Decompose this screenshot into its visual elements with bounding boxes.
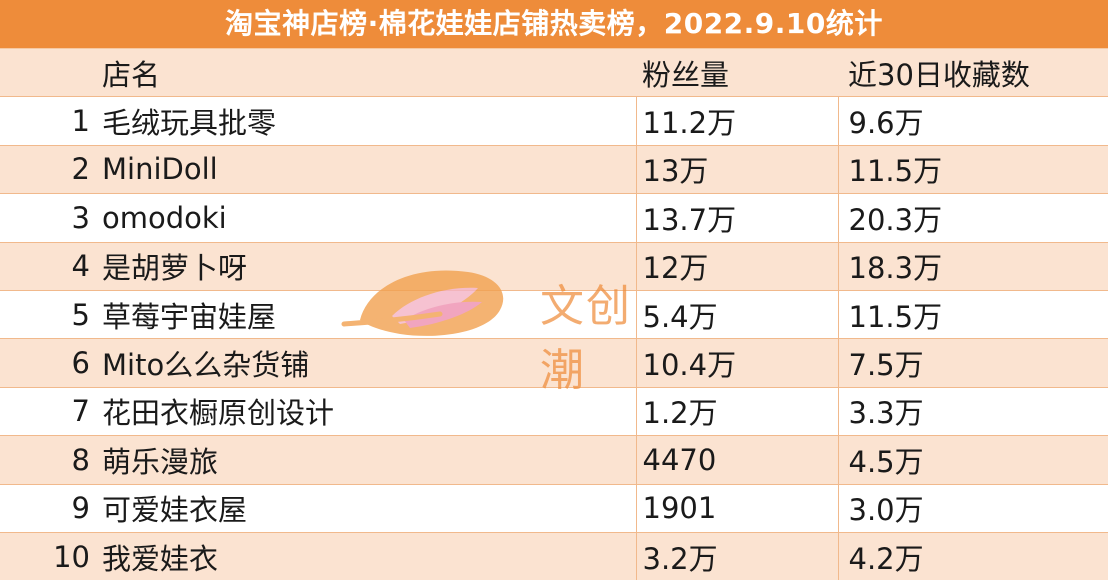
shop-name-cell: 我爱娃衣 <box>100 531 636 580</box>
favorites-cell: 9.6万 <box>837 96 1108 146</box>
fans-header: 粉丝量 <box>636 47 838 97</box>
table-row: 4 是胡萝卜呀 12万 18.3万 <box>0 241 1108 291</box>
favorites-cell: 4.5万 <box>837 435 1108 485</box>
fans-cell: 5.4万 <box>635 289 838 339</box>
fans-cell: 11.2万 <box>635 96 838 146</box>
ranking-table: 店名 粉丝量 近30日收藏数 1 毛绒玩具批零 11.2万 9.6万 2 Min… <box>0 47 1108 580</box>
favorites-cell: 18.3万 <box>837 241 1108 291</box>
favorites-cell: 11.5万 <box>837 144 1108 194</box>
shop-name-cell: Mito么么杂货铺 <box>100 338 636 388</box>
table-row: 3 omodoki 13.7万 20.3万 <box>0 193 1108 243</box>
fans-cell: 12万 <box>635 241 838 291</box>
shop-name-cell: MiniDoll <box>100 144 636 194</box>
favorites-header: 近30日收藏数 <box>838 47 1108 97</box>
favorites-cell: 7.5万 <box>837 338 1108 388</box>
shop-name-cell: 草莓宇宙娃屋 <box>100 289 636 339</box>
fans-cell: 3.2万 <box>635 531 838 580</box>
rank-header <box>0 47 100 97</box>
favorites-cell: 4.2万 <box>837 531 1108 580</box>
fans-cell: 13.7万 <box>635 193 838 243</box>
favorites-cell: 3.3万 <box>837 386 1108 436</box>
table-row: 9 可爱娃衣屋 1901 3.0万 <box>0 483 1108 533</box>
shop-name-cell: 是胡萝卜呀 <box>100 241 636 291</box>
table-header-row: 店名 粉丝量 近30日收藏数 <box>0 47 1108 97</box>
favorites-cell: 20.3万 <box>837 193 1108 243</box>
fans-cell: 13万 <box>635 144 838 194</box>
table-row: 10 我爱娃衣 3.2万 4.2万 <box>0 531 1108 580</box>
favorites-cell: 11.5万 <box>837 289 1108 339</box>
table-row: 1 毛绒玩具批零 11.2万 9.6万 <box>0 96 1108 146</box>
table-row: 8 萌乐漫旅 4470 4.5万 <box>0 435 1108 485</box>
rank-cell: 2 <box>0 144 100 194</box>
table-row: 6 Mito么么杂货铺 10.4万 7.5万 <box>0 338 1108 388</box>
shop-name-cell: omodoki <box>100 193 636 243</box>
fans-cell: 1901 <box>635 483 838 533</box>
favorites-cell: 3.0万 <box>837 483 1108 533</box>
rank-cell: 9 <box>0 483 100 533</box>
rank-cell: 5 <box>0 289 100 339</box>
fans-cell: 10.4万 <box>635 338 838 388</box>
rank-cell: 3 <box>0 193 100 243</box>
page-title: 淘宝神店榜·棉花娃娃店铺热卖榜，2022.9.10统计 <box>0 0 1108 48</box>
table-row: 2 MiniDoll 13万 11.5万 <box>0 144 1108 194</box>
table-row: 7 花田衣橱原创设计 1.2万 3.3万 <box>0 386 1108 436</box>
fans-cell: 1.2万 <box>635 386 838 436</box>
shop-name-cell: 可爱娃衣屋 <box>100 483 636 533</box>
fans-cell: 4470 <box>635 435 838 485</box>
rank-cell: 7 <box>0 386 100 436</box>
shop-name-cell: 毛绒玩具批零 <box>100 96 636 146</box>
rank-cell: 8 <box>0 435 100 485</box>
rank-cell: 4 <box>0 241 100 291</box>
name-header: 店名 <box>100 47 636 97</box>
shop-name-cell: 花田衣橱原创设计 <box>100 386 636 436</box>
rank-cell: 10 <box>0 531 100 580</box>
table-row: 5 草莓宇宙娃屋 5.4万 11.5万 <box>0 289 1108 339</box>
rank-cell: 6 <box>0 338 100 388</box>
rank-cell: 1 <box>0 96 100 146</box>
shop-name-cell: 萌乐漫旅 <box>100 435 636 485</box>
